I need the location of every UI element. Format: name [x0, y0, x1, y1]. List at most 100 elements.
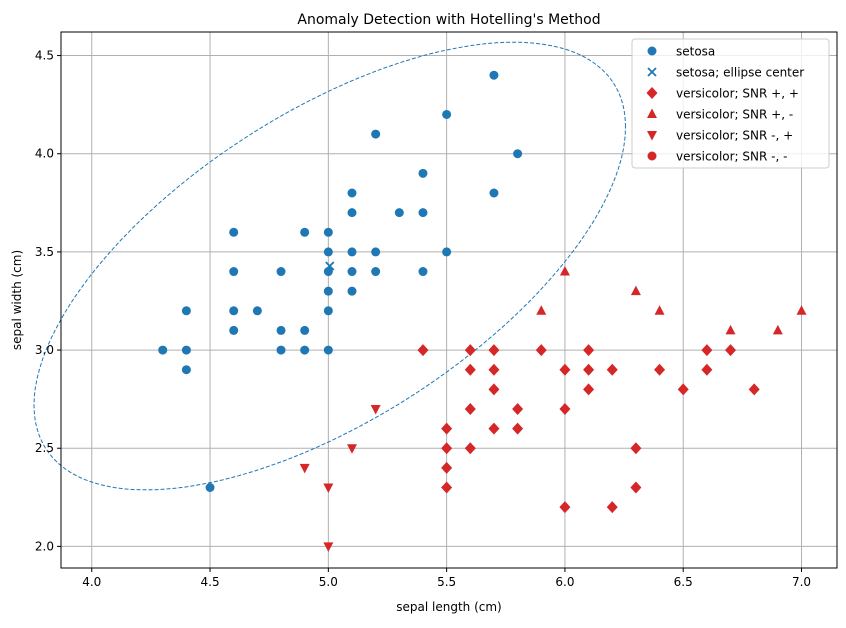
legend: setosa setosa; ellipse center versicolor; …	[631, 38, 830, 169]
point-diamond	[606, 501, 618, 514]
point-circle	[418, 267, 428, 277]
point-diamond	[488, 344, 500, 357]
point-circle	[276, 325, 286, 335]
legend-marker-triangle-up	[647, 108, 657, 118]
point-circle	[229, 325, 239, 335]
point-circle	[181, 365, 191, 375]
point-circle	[394, 208, 404, 218]
y-tick-label: 3.5	[35, 245, 54, 259]
point-triangle-down	[323, 542, 334, 552]
point-diamond	[630, 442, 642, 455]
point-diamond	[583, 344, 595, 357]
x-tick-label: 4.0	[82, 575, 101, 589]
point-circle	[300, 345, 310, 355]
legend-marker-diamond	[646, 87, 658, 99]
legend-label: setosa	[676, 45, 715, 59]
point-circle	[276, 267, 286, 277]
point-circle	[442, 109, 452, 119]
chart-title: Anomaly Detection with Hotelling's Metho…	[297, 12, 600, 28]
point-x	[325, 261, 335, 271]
point-diamond	[488, 422, 500, 435]
point-diamond	[701, 363, 713, 376]
x-axis-label: sepal length (cm)	[396, 600, 501, 614]
point-circle	[181, 345, 191, 355]
point-circle	[371, 129, 381, 139]
point-circle	[300, 227, 310, 237]
point-diamond	[488, 383, 500, 396]
point-circle	[205, 483, 215, 493]
legend-label: versicolor; SNR -, -	[676, 150, 787, 164]
point-diamond	[441, 442, 453, 455]
point-diamond	[488, 363, 500, 376]
point-diamond	[559, 501, 571, 514]
x-tick-label: 5.5	[437, 575, 456, 589]
point-circle	[323, 227, 333, 237]
point-diamond	[606, 363, 618, 376]
point-triangle-up	[536, 305, 547, 315]
point-circle	[418, 208, 428, 218]
point-circle	[229, 306, 239, 316]
point-circle	[229, 227, 239, 237]
point-circle	[489, 188, 499, 198]
point-circle	[252, 306, 262, 316]
legend-label: versicolor; SNR -, +	[676, 129, 793, 143]
confidence-ellipse	[33, 41, 626, 491]
axis-ticks: 4.0 4.5 5.0 5.5 6.0 6.5 7.0 2.0 2.5 3.0 3.5 4.0 4.5	[35, 49, 811, 589]
legend-marker-triangle-down	[647, 131, 657, 141]
x-tick-label: 5.0	[319, 575, 338, 589]
point-circle	[371, 267, 381, 277]
point-triangle-up	[796, 305, 807, 315]
point-diamond	[701, 344, 713, 357]
legend-marker-x	[647, 67, 657, 77]
ellipse-path	[33, 41, 626, 491]
y-tick-label: 4.5	[35, 49, 54, 63]
point-diamond	[654, 363, 666, 376]
legend-label: versicolor; SNR +, +	[676, 87, 799, 101]
point-diamond	[583, 363, 595, 376]
point-diamond	[417, 344, 429, 357]
y-tick-label: 2.0	[35, 539, 54, 553]
point-circle	[323, 247, 333, 257]
legend-marker-circle	[647, 151, 657, 161]
point-circle	[489, 70, 499, 80]
point-diamond	[630, 481, 642, 494]
point-circle	[513, 149, 523, 159]
x-tick-label: 7.0	[792, 575, 811, 589]
point-triangle-up	[559, 266, 570, 276]
point-triangle-up	[725, 324, 736, 335]
point-circle	[181, 306, 191, 316]
point-circle	[276, 345, 286, 355]
point-diamond	[464, 442, 476, 455]
point-diamond	[464, 363, 476, 376]
point-diamond	[725, 344, 737, 357]
x-tick-label: 6.0	[555, 575, 574, 589]
data-points	[158, 70, 807, 552]
x-tick-label: 4.5	[201, 575, 220, 589]
point-diamond	[677, 383, 689, 396]
point-diamond	[441, 461, 453, 474]
point-circle	[347, 247, 357, 257]
point-diamond	[559, 363, 571, 376]
y-tick-label: 2.5	[35, 441, 54, 455]
point-circle	[323, 286, 333, 296]
point-triangle-up	[630, 285, 641, 296]
y-axis-label: sepal width (cm)	[10, 250, 24, 350]
point-diamond	[583, 383, 595, 396]
legend-box	[631, 38, 830, 169]
x-tick-label: 6.5	[674, 575, 693, 589]
point-circle	[347, 286, 357, 296]
point-circle	[371, 247, 381, 257]
point-diamond	[535, 344, 547, 357]
point-circle	[158, 345, 168, 355]
point-triangle-down	[299, 463, 310, 474]
point-circle	[229, 267, 239, 277]
legend-marker-circle	[647, 46, 657, 56]
point-triangle-down	[370, 404, 381, 415]
y-tick-label: 4.0	[35, 147, 54, 161]
legend-label: versicolor; SNR +, -	[676, 108, 793, 122]
point-triangle-up	[772, 324, 783, 335]
point-diamond	[441, 481, 453, 494]
point-circle	[300, 325, 310, 335]
point-triangle-down	[347, 444, 357, 454]
